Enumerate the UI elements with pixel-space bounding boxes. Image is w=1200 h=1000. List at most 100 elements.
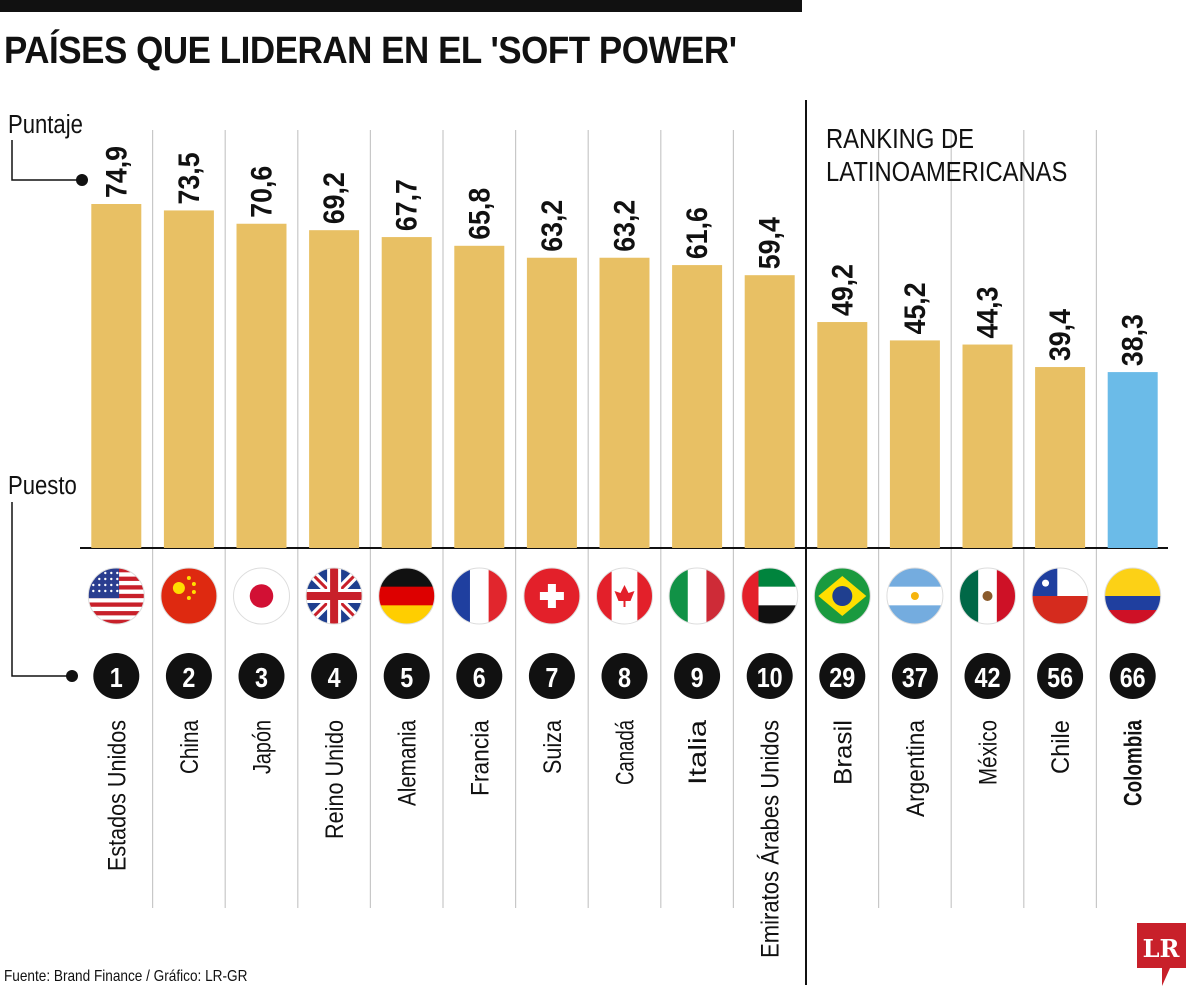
- bar: [91, 204, 142, 548]
- country-label: México: [975, 720, 1003, 785]
- rank-label: 1: [110, 662, 123, 693]
- rank-label: 6: [473, 662, 486, 693]
- bar: [744, 275, 795, 548]
- country-label: Suiza: [539, 720, 567, 774]
- country-label: Colombia: [1120, 719, 1148, 806]
- bar: [236, 223, 287, 548]
- country-label: Canadá: [612, 720, 640, 785]
- rank-badge: [601, 653, 648, 699]
- country-label: Chile: [1047, 720, 1075, 774]
- lr-logo-text: LR: [1143, 934, 1181, 963]
- flag-de-icon: [378, 567, 436, 625]
- lr-logo: LR: [1137, 923, 1186, 986]
- country-label: Estados Unidos: [103, 720, 131, 871]
- group-label-line: LATINOAMERICANAS: [826, 155, 1067, 187]
- country-label: Italia: [684, 720, 712, 785]
- rank-label: 2: [182, 662, 195, 693]
- y-label-dot: [76, 174, 88, 186]
- bar: [381, 237, 432, 548]
- country-label: Alemania: [394, 720, 422, 806]
- rank-label: 3: [255, 662, 268, 693]
- value-label: 69,2: [318, 172, 351, 224]
- rank-label: 10: [757, 662, 783, 693]
- rank-badge: [383, 653, 430, 699]
- rank-badge: [238, 653, 285, 699]
- flag-ar-icon: [886, 567, 944, 625]
- country-label: Emiratos Árabes Unidos: [756, 720, 785, 958]
- rank-axis-label: Puesto: [8, 471, 77, 500]
- rank-label: 56: [1047, 662, 1073, 693]
- rank-label: 7: [545, 662, 558, 693]
- flag-mx-icon: [959, 567, 1016, 625]
- value-label: 73,5: [173, 152, 206, 204]
- rank-badge: [891, 653, 938, 699]
- flag-cn-icon: [160, 567, 218, 625]
- bar: [1035, 367, 1086, 548]
- value-label: 38,3: [1117, 314, 1150, 366]
- rank-label: 8: [618, 662, 631, 693]
- rank-badge: [165, 653, 212, 699]
- country-label: Japón: [249, 720, 277, 774]
- value-label: 70,6: [246, 166, 279, 218]
- rank-badge: [964, 653, 1011, 699]
- country-label: China: [176, 720, 204, 774]
- country-label: Argentina: [902, 720, 930, 817]
- flag-ca-icon: [596, 567, 653, 625]
- rank-badge: [93, 653, 140, 699]
- value-label: 65,8: [463, 188, 496, 240]
- flag-br-icon: [813, 567, 871, 625]
- country-label: Brasil: [829, 720, 857, 785]
- flag-us-icon: [87, 567, 145, 625]
- value-label: 39,4: [1044, 309, 1077, 361]
- rank-label: 37: [902, 662, 928, 693]
- rank-label: 66: [1120, 662, 1146, 693]
- rank-label-dot: [66, 670, 78, 682]
- group-label-line: RANKING DE: [826, 122, 974, 154]
- rank-badge: [528, 653, 575, 699]
- flag-ae-icon: [741, 567, 799, 625]
- rank-badge: [456, 653, 503, 699]
- source-note: Fuente: Brand Finance / Gráfico: LR-GR: [4, 968, 248, 985]
- bar: [163, 210, 214, 548]
- value-label: 59,4: [754, 217, 787, 269]
- bar: [599, 257, 650, 548]
- value-label: 61,6: [681, 207, 714, 259]
- country-label: Reino Unido: [321, 720, 349, 839]
- bar: [672, 265, 723, 548]
- flag-co-icon: [1104, 567, 1162, 625]
- rank-label: 5: [400, 662, 413, 693]
- bar: [817, 322, 868, 548]
- rank-badge: [1037, 653, 1084, 699]
- bar: [1107, 372, 1158, 548]
- rank-badge: [819, 653, 866, 699]
- value-label: 44,3: [972, 287, 1005, 339]
- top-rule: [0, 0, 802, 12]
- value-label: 74,9: [100, 146, 133, 198]
- rank-badge: [311, 653, 358, 699]
- value-label: 45,2: [899, 282, 932, 334]
- flag-gb-icon: [305, 567, 363, 625]
- rank-label: 29: [829, 662, 855, 693]
- bar: [889, 340, 940, 548]
- rank-badge: [746, 653, 793, 699]
- rank-label: 42: [975, 662, 1001, 693]
- flag-jp-icon: [233, 567, 290, 625]
- flag-fr-icon: [450, 567, 508, 625]
- chart-title: PAÍSES QUE LIDERAN EN EL 'SOFT POWER': [4, 30, 737, 72]
- rank-badge: [1109, 653, 1156, 699]
- value-label: 63,2: [536, 200, 569, 252]
- country-label: Francia: [466, 720, 494, 796]
- rank-label: 4: [328, 662, 341, 693]
- flag-ch-icon: [523, 567, 581, 625]
- bar: [962, 344, 1013, 548]
- bar: [526, 257, 577, 548]
- bar: [454, 245, 505, 549]
- flag-it-icon: [668, 567, 726, 625]
- value-label: 49,2: [826, 264, 859, 316]
- flag-cl-icon: [1031, 567, 1089, 625]
- value-label: 67,7: [391, 179, 424, 231]
- bar: [309, 230, 360, 549]
- value-label: 63,2: [609, 200, 642, 252]
- rank-label-leader: [11, 502, 70, 677]
